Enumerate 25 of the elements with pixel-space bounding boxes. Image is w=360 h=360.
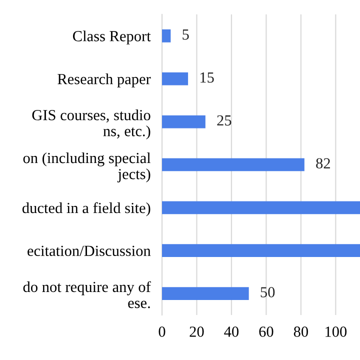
y-tick-label: on (including special jects) (23, 152, 151, 182)
x-tick-label: 80 (294, 326, 308, 337)
x-tick-label: 60 (259, 326, 274, 337)
data-label: 82 (316, 158, 330, 169)
x-tick-label: 20 (190, 326, 204, 337)
y-tick-label: GIS courses, studio ns, etc.) (32, 110, 150, 140)
y-tick-label: ecitation/Discussion (28, 246, 151, 256)
bar (162, 244, 360, 258)
data-label: 5 (182, 30, 189, 40)
data-label: 15 (200, 72, 214, 83)
y-tick-label: Class Report (73, 30, 151, 44)
bar (162, 201, 360, 214)
x-tick-label: 40 (224, 326, 239, 337)
bar (162, 158, 304, 172)
bar (162, 72, 188, 86)
bar (162, 115, 206, 128)
data-label: 50 (260, 287, 275, 298)
x-tick-label: 0 (158, 326, 166, 337)
bar (162, 287, 249, 300)
bar (162, 29, 171, 42)
x-tick-label: 100 (326, 326, 347, 337)
y-tick-label: ducted in a field site) (22, 202, 150, 216)
y-tick-label: do not require any of ese. (23, 281, 151, 308)
y-tick-label: Research paper (58, 74, 151, 88)
data-label: 25 (217, 115, 232, 126)
